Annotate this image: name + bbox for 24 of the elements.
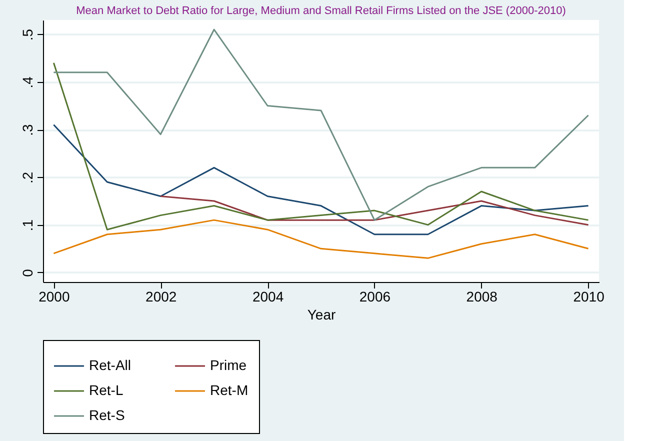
x-tick-label: 2006 — [359, 288, 391, 304]
line-series — [52, 62, 590, 230]
line-series — [160, 196, 590, 226]
y-tick-label: 0 — [20, 268, 36, 277]
legend-label: Ret-All — [89, 357, 132, 373]
legend-label: Prime — [210, 357, 247, 373]
y-tick-label: .1 — [20, 219, 36, 232]
x-tick-label: 2008 — [466, 288, 498, 304]
line-series — [52, 219, 590, 259]
y-tick-label: .3 — [20, 124, 36, 136]
x-axis-title: Year — [307, 306, 336, 322]
x-tick-label: 2002 — [146, 288, 177, 304]
line-series — [52, 124, 590, 236]
legend-label: Ret-M — [210, 382, 248, 398]
x-tick-label: 2004 — [252, 288, 284, 304]
legend-label: Ret-S — [89, 407, 125, 423]
line-series — [52, 28, 590, 221]
legend-label: Ret-L — [89, 382, 124, 398]
chart-title: Mean Market to Debt Ratio for Large, Medium and Small Retail Firms Listed on the JSE (2000-2010) — [76, 5, 566, 17]
y-tick-label: .4 — [20, 76, 36, 88]
y-tick-label: .2 — [20, 172, 36, 184]
x-tick-label: 2000 — [38, 288, 70, 304]
y-tick-label: .5 — [20, 28, 36, 41]
x-tick-label: 2010 — [573, 288, 605, 304]
